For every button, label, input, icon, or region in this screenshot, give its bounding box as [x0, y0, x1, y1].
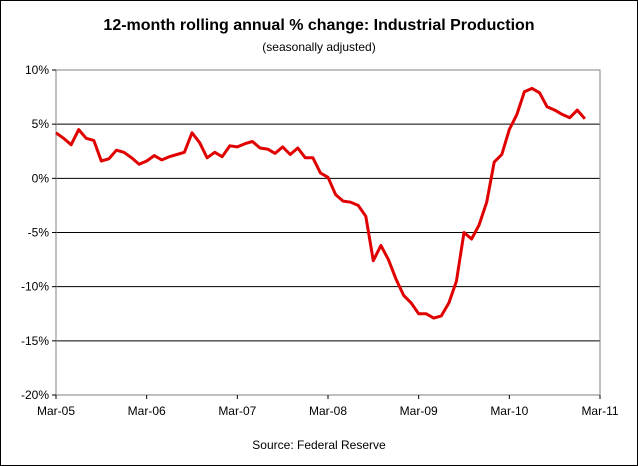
y-tick-label: 5% [32, 117, 50, 131]
x-tick-label: Mar-11 [581, 404, 618, 418]
chart-source: Source: Federal Reserve [252, 438, 386, 452]
x-tick-label: Mar-10 [490, 404, 528, 418]
y-tick-label: -15% [21, 334, 49, 348]
chart-subtitle: (seasonally adjusted) [262, 40, 376, 54]
gridlines [56, 123, 600, 342]
x-tick-label: Mar-05 [37, 404, 75, 418]
y-tick-label: -20% [21, 388, 49, 402]
x-axis: Mar-05 Mar-06 Mar-07 Mar-08 Mar-09 Mar-10 Mar-… [37, 395, 619, 418]
y-tick-label: 0% [32, 171, 50, 185]
x-tick-label: Mar-06 [128, 404, 166, 418]
y-tick-label: -5% [28, 226, 50, 240]
y-axis: 10% 5% 0% -5% -10% -15% -20% [21, 63, 56, 402]
x-tick-label: Mar-08 [309, 404, 347, 418]
x-tick-label: Mar-09 [400, 404, 438, 418]
chart-title: 12-month rolling annual % change: Indust… [103, 17, 535, 34]
x-tick-label: Mar-07 [218, 404, 256, 418]
series-layer [55, 86, 587, 320]
y-tick-label: 10% [25, 63, 49, 77]
series-line [55, 86, 587, 320]
y-tick-label: -10% [21, 280, 49, 294]
